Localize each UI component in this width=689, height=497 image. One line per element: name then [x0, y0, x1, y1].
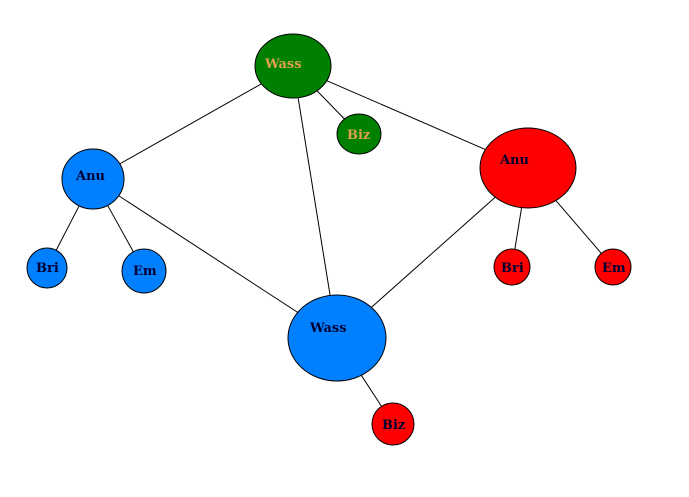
node-label: Wass	[264, 57, 302, 72]
edge-anu_b-wass_b	[118, 195, 298, 313]
node-label: Biz	[347, 128, 370, 143]
node-bri_r: Bri	[493, 248, 531, 286]
node-anu_b: Anu	[61, 148, 125, 210]
node-label: Em	[133, 264, 157, 279]
node-label: Anu	[75, 169, 105, 184]
edge-wass_g-biz_g	[316, 90, 345, 120]
edge-wass_g-anu_r	[326, 80, 486, 150]
node-shape	[336, 113, 382, 155]
edge-anu_b-em_b	[107, 205, 134, 253]
node-label: Anu	[499, 153, 529, 168]
node-wass_g: Wass	[254, 33, 332, 99]
node-biz_r: Biz	[371, 402, 415, 446]
node-shape	[121, 248, 167, 294]
node-shape	[493, 248, 531, 286]
node-shape	[254, 33, 332, 99]
node-bri_b: Bri	[26, 247, 68, 289]
edge-anu_r-em_r	[555, 200, 602, 254]
edge-anu_r-bri_r	[514, 207, 523, 250]
node-em_b: Em	[121, 248, 167, 294]
node-em_r: Em	[594, 248, 632, 286]
node-anu_r: Anu	[479, 127, 577, 209]
node-label: Wass	[309, 321, 347, 336]
node-shape	[61, 148, 125, 210]
node-biz_g: Biz	[336, 113, 382, 155]
edge-anu_r-wass_b	[371, 196, 496, 308]
node-label: Bri	[36, 261, 59, 276]
edge-wass_b-biz_r	[360, 375, 382, 407]
node-shape	[371, 402, 415, 446]
edge-wass_g-wass_b	[297, 97, 331, 296]
node-shape	[479, 127, 577, 209]
node-shape	[26, 247, 68, 289]
node-wass_b: Wass	[287, 294, 387, 382]
node-label: Em	[602, 261, 626, 276]
edge-wass_g-anu_b	[119, 83, 262, 165]
edge-anu_b-bri_b	[55, 205, 80, 251]
node-shape	[594, 248, 632, 286]
node-label: Bri	[501, 261, 524, 276]
node-shape	[287, 294, 387, 382]
node-label: Biz	[382, 418, 405, 433]
